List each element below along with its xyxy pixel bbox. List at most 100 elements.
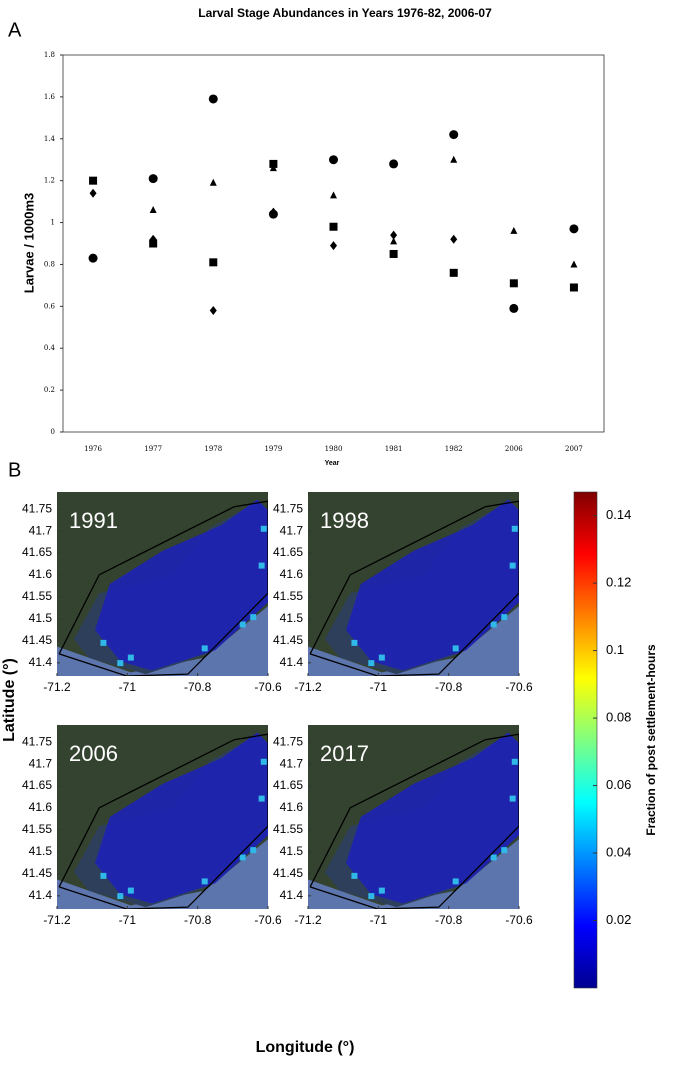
x-tick-label: 1980 xyxy=(325,445,343,453)
y-tick-label: 41.7 xyxy=(280,523,304,537)
y-tick-label: 41.55 xyxy=(22,822,52,836)
y-axis-label: Latitude (°) xyxy=(1,658,18,742)
heat-cell xyxy=(511,525,518,532)
marker xyxy=(149,205,157,213)
panel-year: 1998 xyxy=(320,508,369,533)
y-tick-label: 41.75 xyxy=(273,734,303,748)
colorbar-tick-label: 0.08 xyxy=(606,710,631,725)
x-tick-label: 1979 xyxy=(264,445,282,453)
marker xyxy=(89,176,98,185)
marker xyxy=(449,130,459,140)
heat-area xyxy=(345,499,519,671)
y-tick-label: 0.6 xyxy=(44,302,56,310)
water xyxy=(308,606,519,676)
colorbar-tick-label: 0.1 xyxy=(606,642,624,657)
heat-cell xyxy=(100,639,107,646)
y-tick-label: 41.45 xyxy=(273,633,303,647)
colorbar-tick-label: 0.14 xyxy=(606,507,631,522)
x-tick-label: -71.2 xyxy=(43,680,71,694)
heat-cell xyxy=(117,660,124,667)
water xyxy=(57,839,268,909)
water xyxy=(308,839,519,909)
y-axis-label: Larvae / 1000m3 xyxy=(21,193,36,293)
x-tick-label: -71 xyxy=(119,680,137,694)
y-tick-label: 41.45 xyxy=(22,866,52,880)
marker xyxy=(450,234,458,244)
heat-cell xyxy=(351,872,358,879)
heat-cell xyxy=(127,887,134,894)
marker xyxy=(148,174,158,184)
x-tick-label: 1977 xyxy=(144,445,162,453)
map-panel xyxy=(308,725,519,909)
x-tick-label: -70.6 xyxy=(505,913,533,927)
y-tick-label: 41.65 xyxy=(273,778,303,792)
boundary xyxy=(58,733,268,909)
heat-cell xyxy=(127,654,134,661)
y-tick-label: 41.4 xyxy=(29,888,53,902)
marker xyxy=(569,283,578,292)
y-tick-label: 41.75 xyxy=(273,501,303,515)
heat-cell xyxy=(258,795,265,802)
x-tick-label: -71.2 xyxy=(294,680,322,694)
marker xyxy=(390,237,398,245)
heat-cell xyxy=(378,887,385,894)
marker xyxy=(450,155,458,163)
marker xyxy=(569,224,579,234)
marker xyxy=(389,159,399,169)
panel-year: 1991 xyxy=(69,508,118,533)
heat-cell xyxy=(260,758,267,765)
heat-cell xyxy=(490,854,497,861)
x-tick-label: 1978 xyxy=(204,445,222,453)
y-tick-label: 41.6 xyxy=(280,567,304,581)
heat-area xyxy=(94,499,268,671)
water xyxy=(57,606,268,676)
map-panel xyxy=(308,492,519,676)
heat-cell xyxy=(368,893,375,900)
y-tick-label: 41.6 xyxy=(29,800,53,814)
map-panel xyxy=(57,492,268,676)
y-tick-label: 41.55 xyxy=(273,822,303,836)
y-tick-label: 1.4 xyxy=(44,135,56,143)
heat-cell xyxy=(239,621,246,628)
y-tick-label: 0.8 xyxy=(44,260,55,268)
y-tick-label: 41.45 xyxy=(273,866,303,880)
chart-title: Larval Stage Abundances in Years 1976-82… xyxy=(198,6,492,20)
heat-cell xyxy=(452,878,459,885)
colorbar-tick-label: 0.12 xyxy=(606,575,631,590)
x-tick-label: -71.2 xyxy=(43,913,71,927)
y-tick-label: 1.2 xyxy=(44,177,55,185)
map-panel xyxy=(57,725,268,909)
colorbar-tick-label: 0.04 xyxy=(606,844,631,859)
panel-label: B xyxy=(8,459,21,481)
y-tick-label: 41.4 xyxy=(29,655,53,669)
marker xyxy=(88,253,98,263)
x-tick-label: -71 xyxy=(370,913,388,927)
y-tick-label: 41.55 xyxy=(22,589,52,603)
x-tick-label: 1976 xyxy=(84,445,102,453)
x-axis-label: Longitude (°) xyxy=(256,1039,355,1056)
y-tick-label: 41.6 xyxy=(280,800,304,814)
x-tick-label: -70.6 xyxy=(254,913,282,927)
marker xyxy=(209,178,217,186)
boundary xyxy=(309,500,519,676)
y-tick-label: 41.75 xyxy=(22,734,52,748)
y-tick-label: 41.7 xyxy=(29,523,53,537)
marker xyxy=(510,226,518,234)
panel-year: 2017 xyxy=(320,741,369,766)
marker xyxy=(89,188,97,198)
heat-cell xyxy=(490,621,497,628)
y-tick-label: 41.7 xyxy=(29,756,53,770)
x-tick-label: -70.8 xyxy=(184,680,212,694)
marker xyxy=(570,260,578,268)
marker xyxy=(389,249,398,258)
marker xyxy=(390,230,398,240)
colorbar xyxy=(573,491,598,989)
heat-cell xyxy=(250,847,257,854)
marker xyxy=(209,306,217,316)
heat-cell xyxy=(378,654,385,661)
plot-area xyxy=(62,54,605,433)
y-tick-label: 41.5 xyxy=(280,844,304,858)
heat-cell xyxy=(501,847,508,854)
x-tick-label: -71 xyxy=(370,680,388,694)
marker xyxy=(509,279,518,288)
